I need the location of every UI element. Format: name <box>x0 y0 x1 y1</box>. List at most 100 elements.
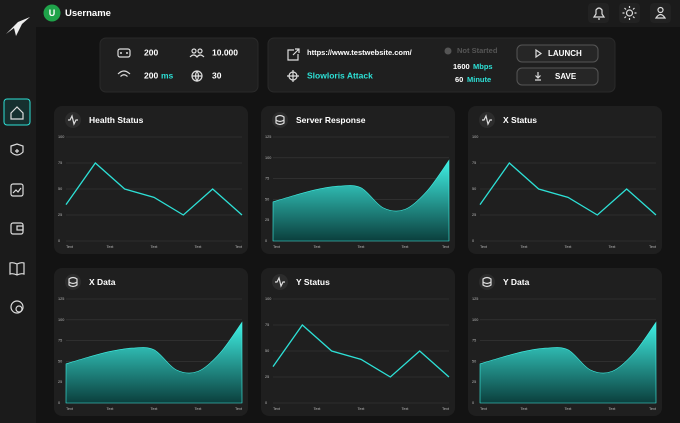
x-tick-label: Text <box>649 245 657 249</box>
nav-book[interactable] <box>9 262 25 276</box>
play-icon <box>535 48 543 59</box>
speed-unit: ms <box>161 70 174 80</box>
x-tick-label: Text <box>609 407 617 411</box>
launch-button[interactable] <box>516 44 599 63</box>
y-tick-label: 0 <box>472 401 474 405</box>
y-tick-label: 75 <box>472 161 476 165</box>
x-tick-label: Text <box>609 245 617 249</box>
speed: 200 <box>144 70 158 80</box>
pulse-icon <box>68 114 78 126</box>
users-icon <box>189 48 205 58</box>
x-tick-label: Text <box>649 407 657 411</box>
avatar-letter: U <box>49 8 56 18</box>
target-url: https://www.testwebsite.com/ <box>307 48 413 57</box>
x-tick-label: Text <box>235 407 243 411</box>
x-tick-label: Text <box>314 245 322 249</box>
home-icon <box>10 106 24 120</box>
globe-icon <box>191 70 203 83</box>
target-icon <box>287 70 299 82</box>
username[interactable]: Username <box>65 8 111 19</box>
avatar[interactable] <box>43 4 61 22</box>
x-tick-label: Text <box>151 407 159 411</box>
x-tick-label: Text <box>235 245 243 249</box>
attack-status: Not Started <box>457 46 498 55</box>
theme-button[interactable] <box>619 3 640 23</box>
y-tick-label: 25 <box>472 380 476 384</box>
wifi-icon <box>117 70 131 77</box>
y-tick-label: 125 <box>265 135 271 139</box>
y-tick-label: 50 <box>265 349 269 353</box>
x-tick-label: Text <box>565 245 573 249</box>
nav-home[interactable] <box>3 98 31 126</box>
x-tick-label: Text <box>402 407 410 411</box>
card-title: Health Status <box>89 115 144 125</box>
x-tick-label: Text <box>66 407 74 411</box>
x-tick-label: Text <box>151 245 159 249</box>
y-tick-label: 125 <box>58 297 64 301</box>
bandwidth: 1600 <box>453 62 470 71</box>
y-tick-label: 100 <box>58 318 64 322</box>
save-label: SAVE <box>555 72 577 81</box>
x-tick-label: Text <box>521 245 529 249</box>
chart-card <box>261 268 455 416</box>
y-tick-label: 0 <box>265 401 267 405</box>
sites-count: 30 <box>212 70 222 80</box>
y-tick-label: 75 <box>265 177 269 181</box>
attack-method: Slowloris Attack <box>307 70 373 80</box>
profile-button[interactable] <box>650 3 671 23</box>
card-title: Y Data <box>503 277 530 287</box>
y-tick-label: 25 <box>265 218 269 222</box>
y-tick-label: 100 <box>472 135 478 139</box>
x-tick-label: Text <box>195 245 203 249</box>
y-tick-label: 0 <box>265 239 267 243</box>
y-tick-label: 25 <box>265 375 269 379</box>
line-series <box>272 324 450 378</box>
card-title: Server Response <box>296 115 366 125</box>
chart-card <box>54 106 248 254</box>
x-tick-label: Text <box>107 245 115 249</box>
duration-unit: Minute <box>467 75 491 84</box>
y-tick-label: 100 <box>265 156 271 160</box>
top-bar <box>36 0 680 27</box>
link-icon <box>287 48 300 61</box>
y-tick-label: 100 <box>58 135 64 139</box>
y-tick-label: 50 <box>58 187 62 191</box>
stats-panel <box>99 37 259 93</box>
nav-shield[interactable] <box>10 143 24 156</box>
nav-support[interactable] <box>10 300 24 314</box>
y-tick-label: 25 <box>58 213 62 217</box>
database-icon <box>482 276 492 288</box>
y-tick-label: 25 <box>58 380 62 384</box>
y-tick-label: 50 <box>265 197 269 201</box>
database-icon <box>68 276 78 288</box>
card-title: X Status <box>503 115 537 125</box>
card-title: Y Status <box>296 277 330 287</box>
x-tick-label: Text <box>442 407 450 411</box>
chart-card <box>468 106 662 254</box>
x-tick-label: Text <box>480 407 488 411</box>
y-tick-label: 50 <box>472 359 476 363</box>
x-tick-label: Text <box>273 245 281 249</box>
y-tick-label: 75 <box>472 339 476 343</box>
x-tick-label: Text <box>442 245 450 249</box>
save-button[interactable] <box>516 67 599 86</box>
y-tick-label: 100 <box>265 297 271 301</box>
notifications-button[interactable] <box>588 3 609 23</box>
x-tick-label: Text <box>107 407 115 411</box>
y-tick-label: 125 <box>472 297 478 301</box>
y-tick-label: 75 <box>58 161 62 165</box>
nav-wallet[interactable] <box>10 222 24 235</box>
y-tick-label: 50 <box>472 187 476 191</box>
y-tick-label: 50 <box>58 359 62 363</box>
x-tick-label: Text <box>66 245 74 249</box>
x-tick-label: Text <box>565 407 573 411</box>
download-icon <box>535 72 541 81</box>
nav-chart[interactable] <box>10 183 24 197</box>
y-tick-label: 0 <box>58 401 60 405</box>
x-tick-label: Text <box>521 407 529 411</box>
y-tick-label: 0 <box>58 239 60 243</box>
card-title: X Data <box>89 277 116 287</box>
status-dot <box>444 47 452 55</box>
users-count: 10.000 <box>212 47 238 57</box>
